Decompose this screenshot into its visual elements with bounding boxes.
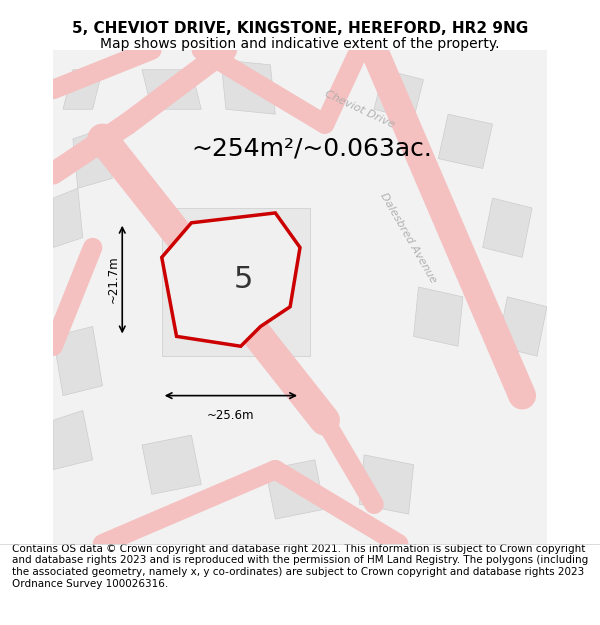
Polygon shape: [73, 129, 112, 188]
Text: Dalesbred Avenue: Dalesbred Avenue: [379, 191, 439, 284]
Polygon shape: [497, 297, 547, 356]
Polygon shape: [162, 208, 310, 356]
Text: ~254m²/~0.063ac.: ~254m²/~0.063ac.: [191, 137, 432, 161]
Polygon shape: [221, 60, 275, 114]
Polygon shape: [482, 198, 532, 258]
Polygon shape: [63, 70, 103, 109]
Polygon shape: [162, 213, 300, 346]
Polygon shape: [53, 411, 92, 470]
Text: Cheviot Drive: Cheviot Drive: [323, 89, 396, 130]
Polygon shape: [359, 455, 413, 514]
Polygon shape: [142, 70, 201, 109]
Polygon shape: [374, 70, 424, 119]
Polygon shape: [413, 287, 463, 346]
Text: 5, CHEVIOT DRIVE, KINGSTONE, HEREFORD, HR2 9NG: 5, CHEVIOT DRIVE, KINGSTONE, HEREFORD, H…: [72, 21, 528, 36]
Polygon shape: [265, 460, 325, 519]
Polygon shape: [438, 114, 493, 169]
Text: ~21.7m: ~21.7m: [107, 256, 120, 303]
Polygon shape: [53, 326, 103, 396]
Polygon shape: [53, 188, 83, 248]
Text: Map shows position and indicative extent of the property.: Map shows position and indicative extent…: [100, 37, 500, 51]
Text: 5: 5: [233, 265, 253, 294]
Text: Cheviot Drive: Cheviot Drive: [181, 272, 232, 341]
Text: Contains OS data © Crown copyright and database right 2021. This information is : Contains OS data © Crown copyright and d…: [12, 544, 588, 589]
Polygon shape: [142, 435, 201, 494]
Text: ~25.6m: ~25.6m: [207, 409, 254, 422]
